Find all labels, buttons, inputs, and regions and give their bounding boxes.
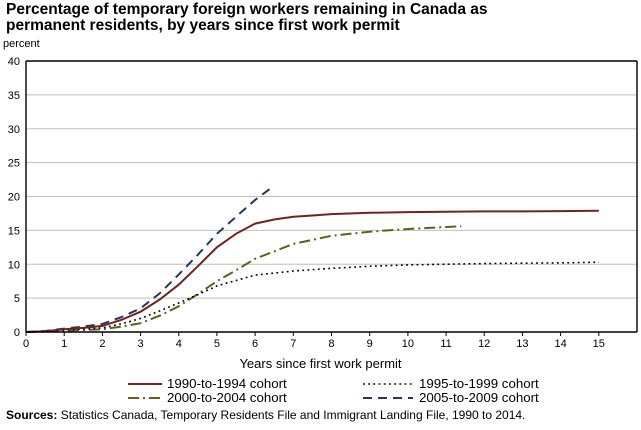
svg-text:2000-to-2004 cohort: 2000-to-2004 cohort (167, 390, 287, 405)
svg-text:1990-to-1994 cohort: 1990-to-1994 cohort (167, 376, 287, 391)
svg-text:1995-to-1999 cohort: 1995-to-1999 cohort (419, 376, 539, 391)
svg-text:2005-to-2009 cohort: 2005-to-2009 cohort (419, 390, 539, 405)
